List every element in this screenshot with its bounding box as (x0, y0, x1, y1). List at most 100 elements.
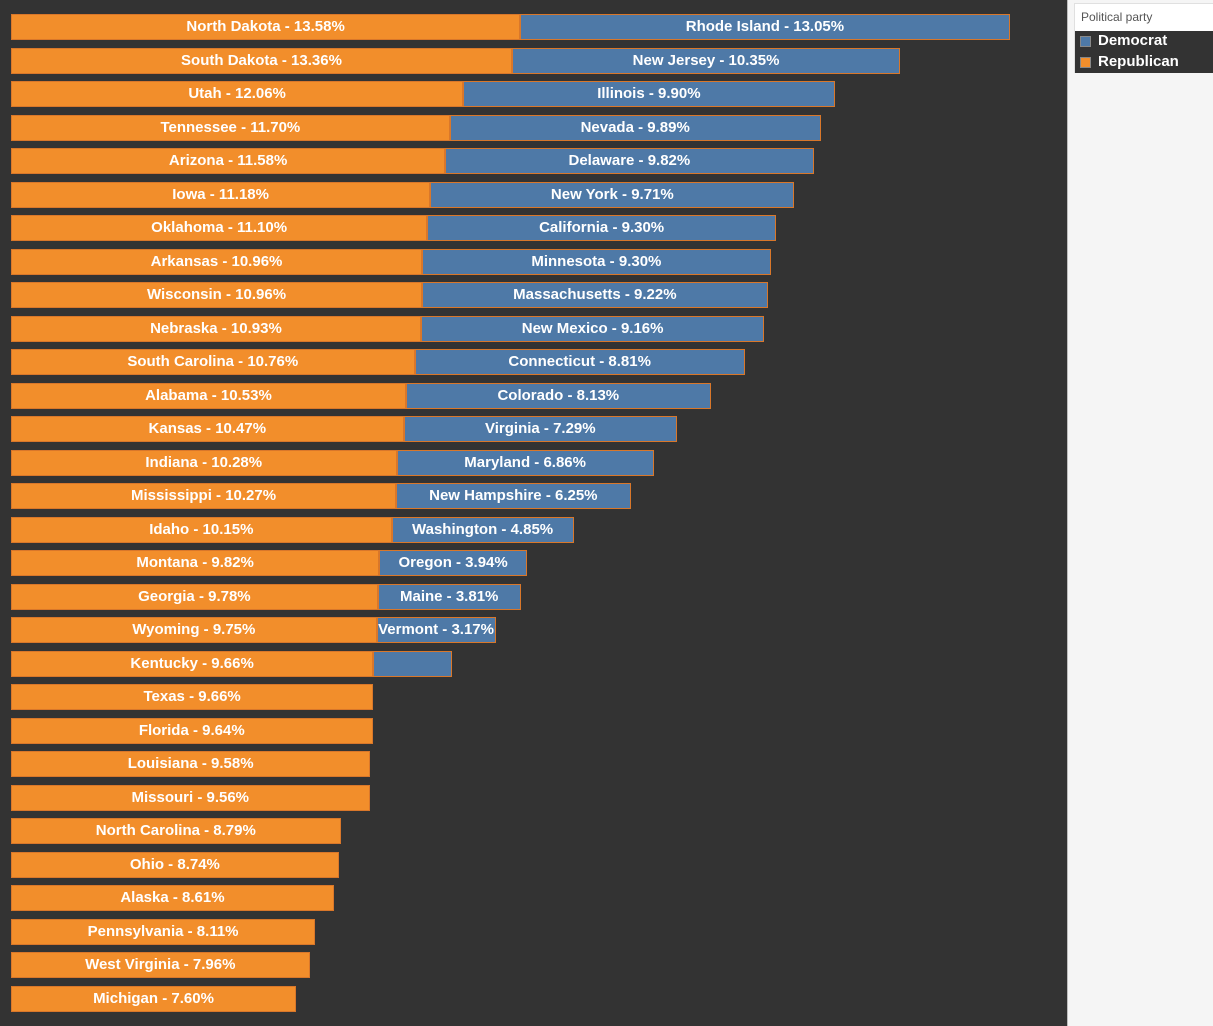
democrat-bar-label: Virginia - 7.29% (485, 420, 596, 437)
democrat-bar (463, 81, 835, 107)
democrat-bar (377, 584, 521, 610)
republican-bar (11, 249, 422, 275)
republican-bar-label: Arizona - 11.58% (168, 152, 288, 169)
republican-bar (11, 349, 415, 375)
bar-area: North Dakota - 13.58% Rhode Island - 13.0… (11, 14, 1010, 1012)
republican-bar-label: Kansas - 10.47% (148, 420, 267, 437)
democrat-bar (373, 651, 452, 677)
republican-bar-label: Montana - 9.82% (136, 554, 254, 571)
democrat-bar (512, 48, 901, 74)
legend-panel: Political party Democrat Republican (1068, 0, 1213, 1026)
legend-label-republican: Republican (1098, 53, 1179, 70)
democrat-bar (430, 182, 795, 208)
republican-bar (11, 785, 370, 811)
democrat-bar-label: Illinois - 9.90% (597, 85, 701, 102)
republican-bar (11, 885, 334, 911)
republican-bar (11, 651, 374, 677)
democrat-bar (449, 115, 821, 141)
republican-bar-label: North Carolina - 8.79% (95, 822, 256, 839)
republican-bar (11, 818, 341, 844)
democrat-bar-label: Massachusetts - 9.22% (513, 286, 677, 303)
legend-item-democrat[interactable]: Democrat (1075, 31, 1213, 52)
republican-bar (11, 383, 406, 409)
democrat-bar (379, 550, 527, 576)
republican-bar (11, 215, 428, 241)
democrat-bar (427, 215, 776, 241)
republican-bar (11, 416, 404, 442)
democrat-bar (445, 148, 814, 174)
republican-bar-label: Mississippi - 10.27% (131, 487, 277, 504)
legend: Political party Democrat Republican (1074, 3, 1213, 73)
republican-bar (11, 684, 374, 710)
republican-bar-label: Nebraska - 10.93% (150, 320, 282, 337)
democrat-bar-label: New Jersey - 10.35% (632, 52, 780, 69)
democrat-bar-label: New Hampshire - 6.25% (429, 487, 598, 504)
democrat-bar (403, 416, 677, 442)
republican-bar-label: Kentucky - 9.66% (130, 655, 254, 672)
republican-bar-label: North Dakota - 13.58% (186, 18, 345, 35)
republican-bar (11, 316, 421, 342)
republican-bar-label: Georgia - 9.78% (138, 588, 251, 605)
republican-bar (11, 617, 377, 643)
republican-bar (11, 718, 373, 744)
republican-bar (11, 550, 380, 576)
democrat-bar-label: Minnesota - 9.30% (531, 253, 662, 270)
chart-panel: North Dakota - 13.58% Rhode Island - 13.0… (0, 0, 1068, 1026)
republican-bar (11, 48, 512, 74)
republican-bar (11, 282, 422, 308)
democrat-bar-label: Delaware - 9.82% (568, 152, 691, 169)
republican-bar-label: Tennessee - 11.70% (160, 119, 301, 136)
republican-bar-label: West Virginia - 7.96% (85, 956, 236, 973)
republican-bar (11, 584, 378, 610)
republican-bar-label: South Dakota - 13.36% (181, 52, 342, 69)
republican-bar-label: Texas - 9.66% (143, 688, 241, 705)
democrat-bar (420, 316, 765, 342)
republican-bar-label: Louisiana - 9.58% (127, 755, 254, 772)
republican-bar (11, 517, 392, 543)
republican-bar (11, 986, 296, 1012)
democrat-bar-label: Connecticut - 8.81% (508, 353, 651, 370)
republican-bar (11, 14, 521, 40)
democrat-bar-label: Oregon - 3.94% (398, 554, 508, 571)
democrat-bar (520, 14, 1010, 40)
legend-label-democrat: Democrat (1098, 32, 1168, 49)
republican-bar (11, 751, 371, 777)
republican-bar-label: Wyoming - 9.75% (132, 621, 256, 638)
republican-bar (11, 450, 397, 476)
republican-bar-label: Wisconsin - 10.96% (146, 286, 287, 303)
republican-bar-label: Arkansas - 10.96% (150, 253, 283, 270)
republican-bar-label: Florida - 9.64% (138, 722, 245, 739)
democrat-bar-label: New York - 9.71% (550, 186, 674, 203)
republican-bar-label: Iowa - 11.18% (172, 186, 269, 203)
republican-bar-label: Alaska - 8.61% (120, 889, 225, 906)
republican-bar (11, 483, 397, 509)
republican-bar-label: Idaho - 10.15% (149, 521, 254, 538)
republican-bar-label: South Carolina - 10.76% (127, 353, 299, 370)
legend-item-republican[interactable]: Republican (1075, 52, 1213, 73)
democrat-bar (414, 349, 745, 375)
republican-bar-label: Missouri - 9.56% (131, 789, 250, 806)
democrat-bar-label: Maine - 3.81% (400, 588, 499, 605)
democrat-bar-label: Vermont - 3.17% (378, 621, 494, 638)
democrat-bar (376, 617, 496, 643)
legend-swatch-democrat (1080, 36, 1091, 47)
democrat-bar (422, 249, 771, 275)
republican-bar-label: Ohio - 8.74% (129, 856, 220, 873)
republican-bar (11, 852, 339, 878)
democrat-bar-label: Rhode Island - 13.05% (685, 18, 845, 35)
democrat-bar-label: New Mexico - 9.16% (521, 320, 664, 337)
republican-bar (11, 952, 310, 978)
republican-bar-label: Alabama - 10.53% (145, 387, 272, 404)
democrat-bar-label: Colorado - 8.13% (497, 387, 620, 404)
republican-bar-label: Indiana - 10.28% (145, 454, 263, 471)
democrat-bar-label: Maryland - 6.86% (464, 454, 586, 471)
republican-bar-label: Pennsylvania - 8.11% (87, 923, 239, 940)
democrat-bar-label: Washington - 4.85% (412, 521, 554, 538)
legend-swatch-republican (1080, 57, 1091, 68)
legend-title: Political party (1081, 10, 1153, 24)
democrat-bar (391, 517, 574, 543)
republican-bar-label: Oklahoma - 11.10% (151, 219, 288, 236)
republican-bar (11, 182, 431, 208)
republican-bar (11, 919, 316, 945)
democrat-bar (396, 483, 631, 509)
